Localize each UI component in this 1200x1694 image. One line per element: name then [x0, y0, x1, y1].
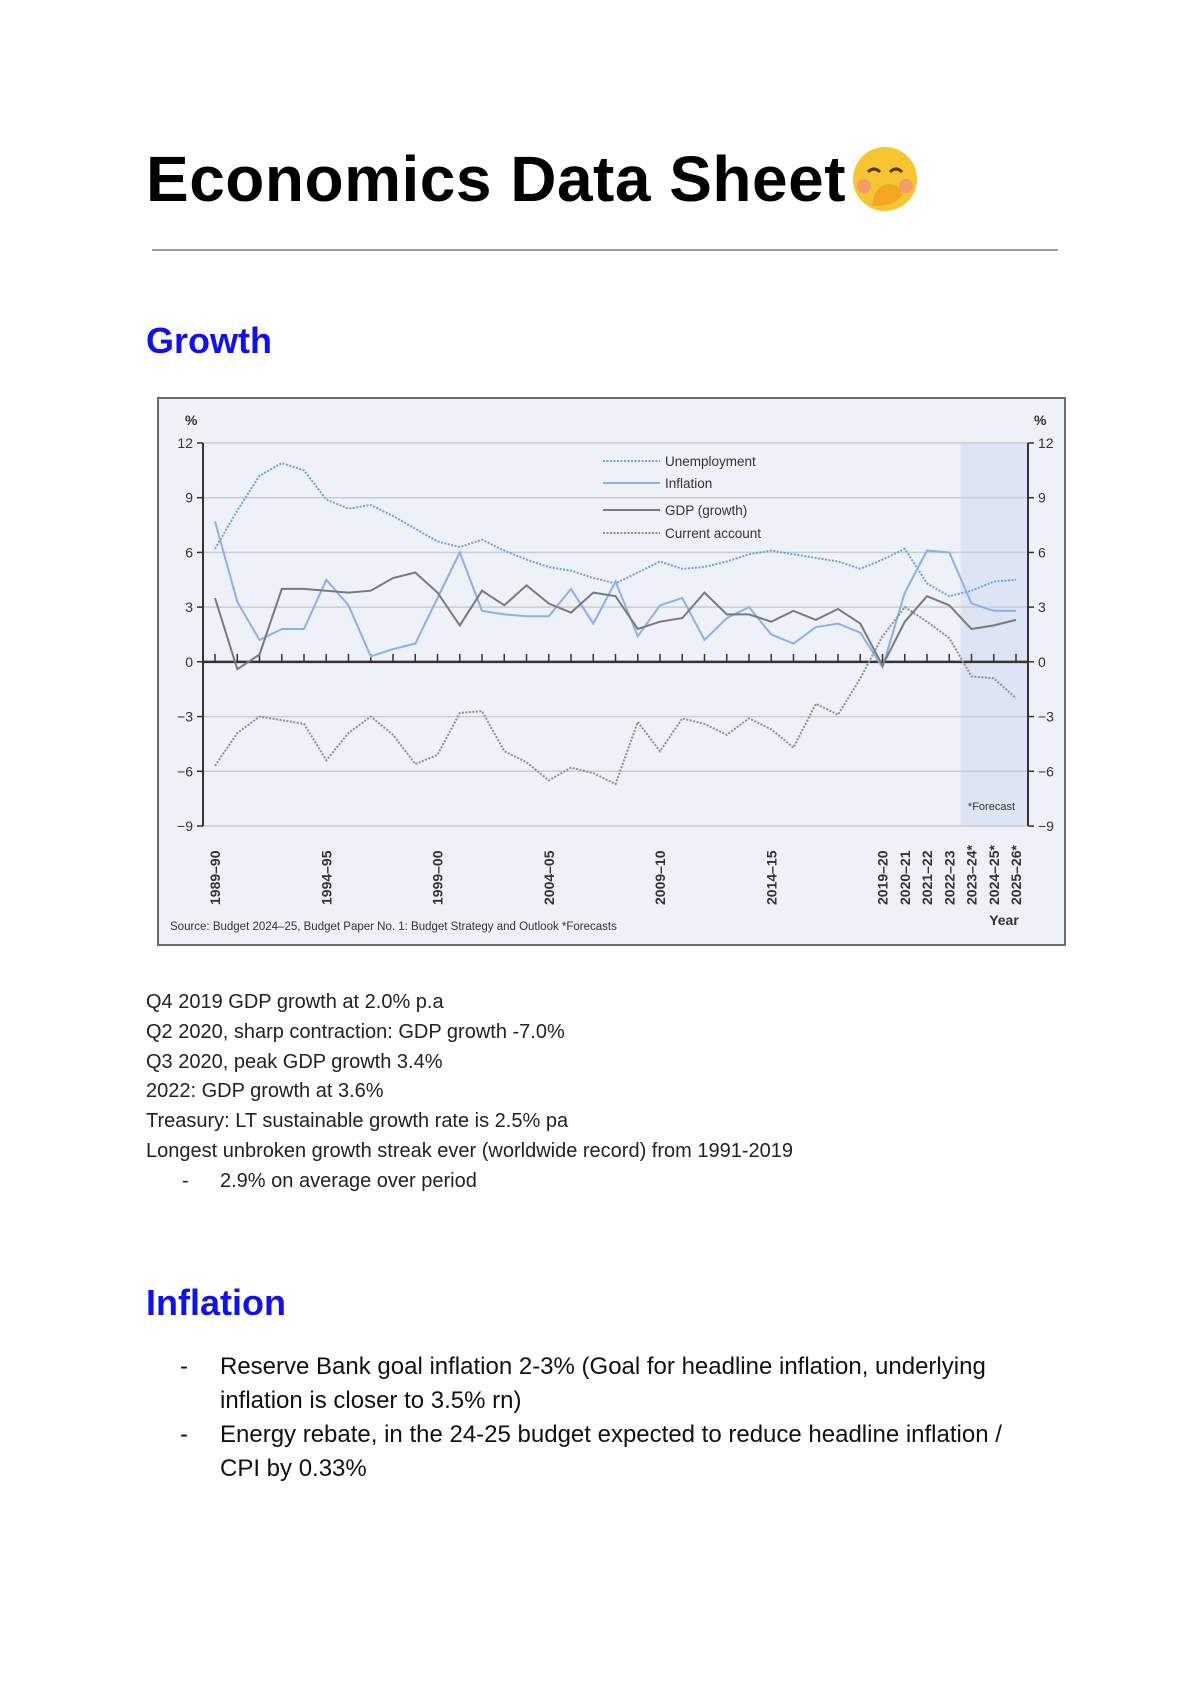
y-tick-label-right: 3	[1038, 599, 1046, 615]
inflation-heading: Inflation	[146, 1282, 286, 1323]
y-axis-unit-right: %	[1034, 412, 1047, 428]
growth-note: Q2 2020, sharp contraction: GDP growth -…	[146, 1020, 565, 1043]
chart-frame	[157, 397, 1066, 946]
page-title: Economics Data Sheet	[146, 142, 920, 216]
y-tick-label-left: 3	[185, 599, 193, 615]
dash: -	[180, 1353, 188, 1380]
growth-note: Q4 2019 GDP growth at 2.0% p.a	[146, 991, 444, 1013]
title-divider	[152, 249, 1058, 251]
y-tick-label-left: 9	[185, 490, 193, 506]
forecast-label: *Forecast	[968, 801, 1015, 813]
series-line-current-account	[214, 605, 1017, 786]
y-tick-label-left: −6	[177, 763, 193, 779]
y-tick-label-right: 6	[1038, 544, 1046, 560]
x-tick-label: 1999–00	[430, 850, 446, 905]
x-tick-label: 2009–10	[652, 850, 668, 905]
x-tick-label: 2004–05	[541, 850, 557, 905]
x-tick-label: 2021–22	[919, 850, 935, 905]
y-tick-label-left: −3	[177, 709, 193, 725]
x-axis-label: Year	[989, 912, 1019, 928]
y-tick-label-right: 0	[1038, 654, 1046, 670]
bullet-text: Reserve Bank goal inflation 2-3% (Goal f…	[220, 1353, 986, 1414]
y-tick-label-left: 0	[185, 654, 193, 670]
inflation-bullets: - Reserve Bank goal inflation 2-3% (Goal …	[180, 1350, 1040, 1486]
dash: -	[182, 1169, 189, 1192]
x-tick-label: 2014–15	[763, 850, 779, 905]
legend-label: Unemployment	[665, 454, 756, 469]
y-tick-label-left: 12	[177, 435, 193, 451]
economic-indicators-chart: 12 12 9 9 6 6 3 3 0 0 −3 −3 −6 −6 −9 −9% % Unemployment In…	[157, 397, 1066, 946]
legend-label: Inflation	[665, 476, 712, 491]
y-tick-label-right: 12	[1038, 435, 1054, 451]
y-tick-label-left: 6	[185, 544, 193, 560]
y-tick-label-right: 9	[1038, 490, 1046, 506]
x-tick-label: 2022–23	[941, 850, 957, 905]
x-tick-label: 2019–20	[875, 850, 891, 905]
bullet-item: - Reserve Bank goal inflation 2-3% (Goal …	[180, 1350, 1040, 1418]
legend-label: Current account	[665, 526, 761, 541]
y-tick-label-left: −9	[177, 818, 193, 834]
y-tick-label-right: −6	[1038, 763, 1054, 779]
growth-heading: Growth	[146, 320, 272, 361]
bullet-item: - Energy rebate, in the 24-25 budget expe…	[180, 1418, 1040, 1486]
y-tick-label-right: −3	[1038, 709, 1054, 725]
chart-source: Source: Budget 2024–25, Budget Paper No.…	[170, 921, 617, 933]
growth-notes: Q4 2019 GDP growth at 2.0% p.a Q2 2020, …	[146, 988, 793, 1197]
forecast-band	[960, 443, 1028, 826]
y-tick-label-right: −9	[1038, 818, 1054, 834]
growth-note: Longest unbroken growth streak ever (wor…	[146, 1139, 794, 1162]
face-with-hand-over-mouth-icon	[853, 147, 917, 211]
growth-sub-note: - 2.9% on average over period	[146, 1167, 793, 1197]
x-tick-label: 1994–95	[318, 850, 334, 905]
x-tick-label: 2020–21	[897, 850, 913, 905]
title-text: Economics Data Sheet	[146, 143, 846, 215]
growth-note: Treasury: LT sustainable growth rate is …	[146, 1110, 569, 1133]
x-tick-label: 2025–26*	[1008, 844, 1024, 905]
x-tick-label: 2024–25*	[986, 844, 1002, 905]
y-axis-unit-left: %	[185, 412, 198, 428]
dash: -	[180, 1421, 188, 1448]
x-tick-label: 1989–90	[207, 850, 223, 905]
x-tick-label: 2023–24*	[964, 844, 980, 905]
sub-note-text: 2.9% on average over period	[220, 1169, 477, 1192]
bullet-text: Energy rebate, in the 24-25 budget expec…	[220, 1421, 1002, 1482]
legend-label: GDP (growth)	[665, 503, 747, 518]
growth-note: Q3 2020, peak GDP growth 3.4%	[146, 1050, 443, 1073]
growth-note: 2022: GDP growth at 3.6%	[146, 1080, 384, 1103]
